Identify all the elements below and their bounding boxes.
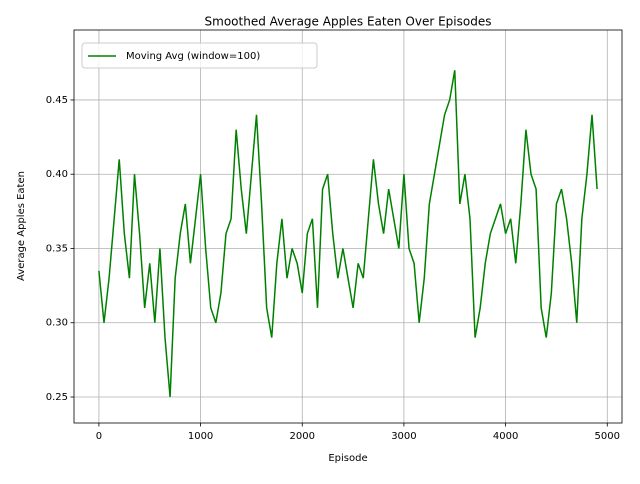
- x-tick-label: 3000: [391, 431, 416, 442]
- x-tick-label: 1000: [188, 431, 213, 442]
- chart-title: Smoothed Average Apples Eaten Over Episo…: [205, 15, 492, 29]
- x-tick-label: 4000: [493, 431, 518, 442]
- y-tick-label: 0.35: [46, 243, 68, 254]
- legend-box: [81, 42, 318, 69]
- y-tick-label: 0.40: [46, 169, 68, 180]
- x-tick-label: 0: [96, 431, 102, 442]
- axes-frame: [73, 29, 623, 424]
- y-tick-label: 0.45: [46, 95, 68, 106]
- x-tick-label: 2000: [290, 431, 315, 442]
- legend-label: Moving Avg (window=100): [126, 51, 260, 62]
- y-axis-label: Average Apples Eaten: [16, 171, 27, 281]
- x-axis-label: Episode: [328, 453, 367, 464]
- x-tick-label: 5000: [595, 431, 620, 442]
- line-series: [98, 70, 598, 398]
- y-tick-label: 0.25: [46, 392, 68, 403]
- y-tick-label: 0.30: [46, 318, 68, 329]
